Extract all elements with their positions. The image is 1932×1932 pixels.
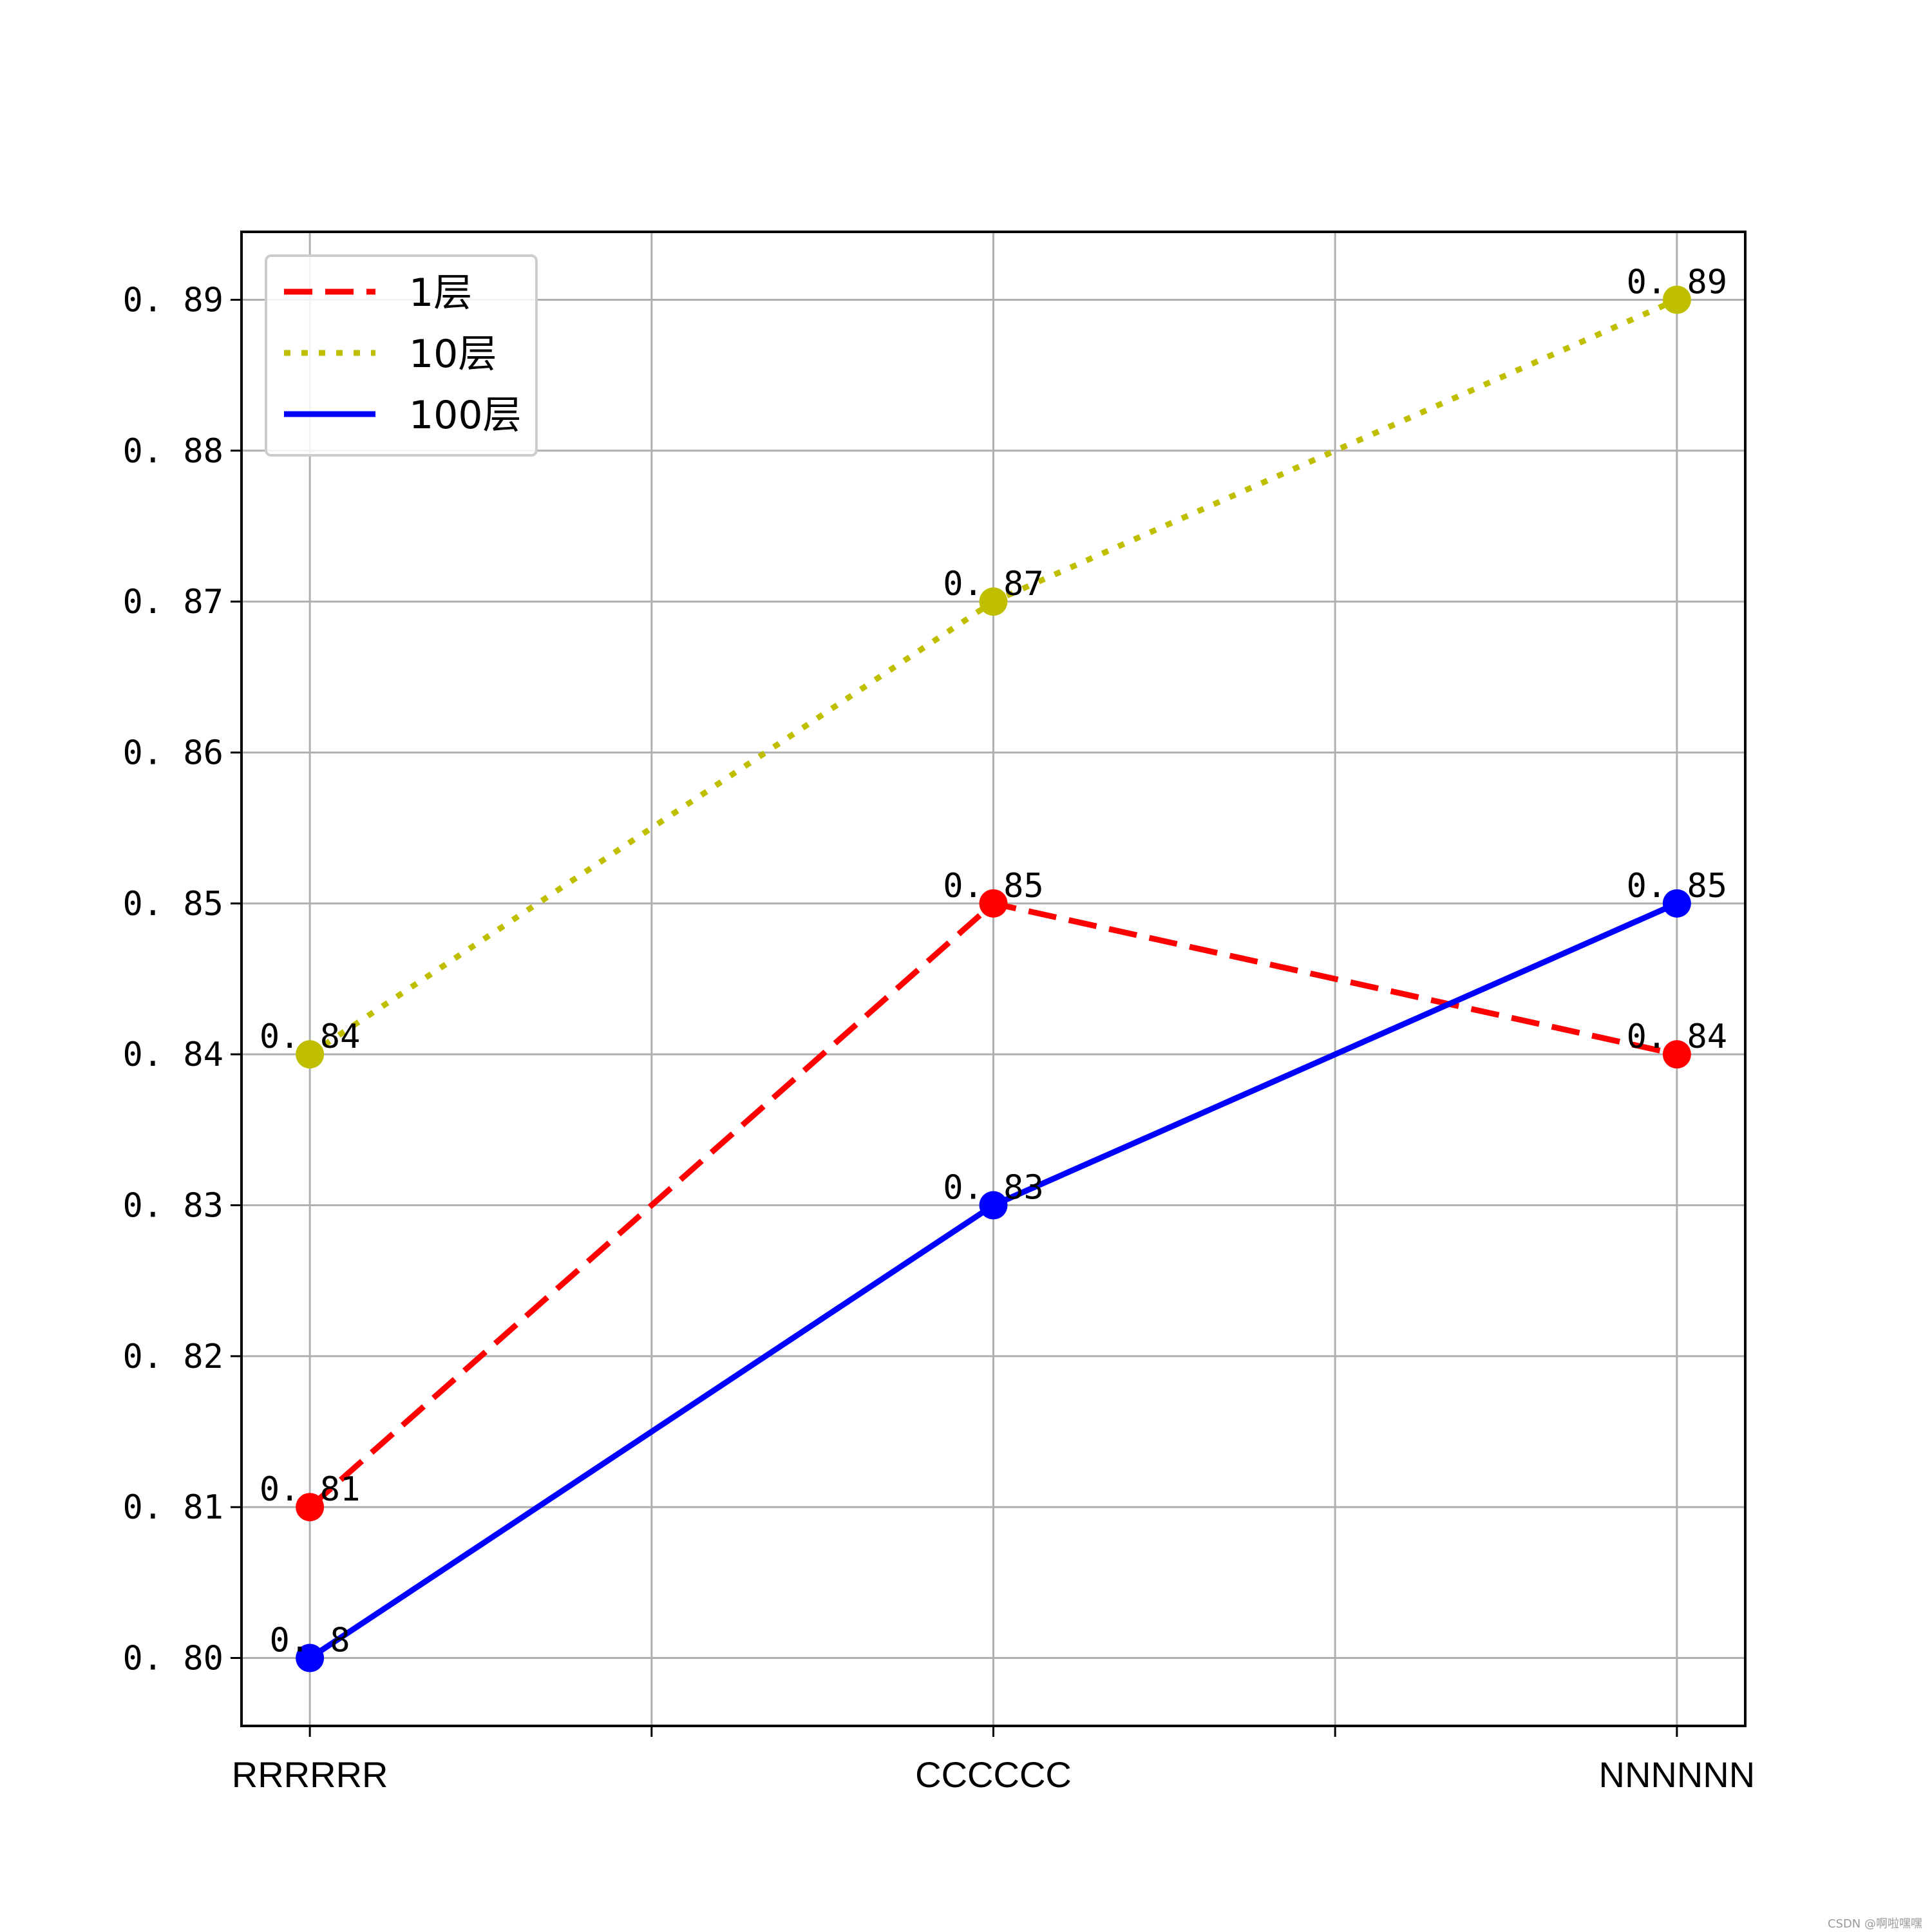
data-point xyxy=(1662,1040,1691,1069)
data-point xyxy=(979,889,1008,918)
y-tick-label: 0. 85 xyxy=(122,885,223,923)
data-point xyxy=(1662,889,1691,918)
series-lines xyxy=(296,285,1691,1672)
data-label: 0. 89 xyxy=(1627,263,1728,301)
data-point xyxy=(979,1191,1008,1220)
data-point xyxy=(979,587,1008,616)
legend-box xyxy=(265,254,538,457)
x-tick-label: CCCCCC xyxy=(915,1754,1072,1795)
y-tick-label: 0. 83 xyxy=(122,1187,223,1226)
data-label: 0. 84 xyxy=(1627,1018,1728,1056)
data-point xyxy=(1662,285,1691,314)
data-point xyxy=(296,1493,325,1522)
data-label: 0. 87 xyxy=(943,565,1044,603)
y-tick-label: 0. 82 xyxy=(122,1338,223,1376)
y-tick-label: 0. 86 xyxy=(122,734,223,772)
data-label: 0. 81 xyxy=(260,1470,361,1509)
legend-label: 10层 xyxy=(409,332,497,377)
plot-frame xyxy=(240,231,1747,1727)
data-label: 0. 83 xyxy=(943,1169,1044,1208)
data-label: 0. 85 xyxy=(1627,867,1728,905)
axes: 0. 80 0. 81 0. 82 0. 83 0. 84 0. 85 0. 86 0. 87… xyxy=(122,231,1756,1795)
y-tick-label: 0. 87 xyxy=(122,583,223,621)
legend-label: 100层 xyxy=(409,393,522,438)
y-tick-label: 0. 89 xyxy=(122,281,223,319)
legend-label: 1层 xyxy=(409,270,472,316)
watermark-text: CSDN @啊啦嘿嘿 xyxy=(1828,1917,1922,1931)
data-labels: 0. 81 0. 85 0. 84 0. 84 0. 87 0. 89 0. 8 0. 83 0… xyxy=(260,263,1727,1660)
data-label: 0. 8 xyxy=(270,1622,350,1660)
x-tick-label: RRRRRR xyxy=(232,1754,388,1795)
data-label: 0. 85 xyxy=(943,867,1044,905)
data-label: 0. 84 xyxy=(260,1018,361,1056)
y-tick-label: 0. 80 xyxy=(122,1640,223,1678)
data-point xyxy=(296,1643,325,1672)
y-tick-label: 0. 84 xyxy=(122,1036,223,1074)
y-tick-label: 0. 88 xyxy=(122,432,223,471)
legend: 1层 10层 100层 xyxy=(265,254,538,457)
data-point xyxy=(296,1040,325,1069)
x-tick-label: NNNNNN xyxy=(1599,1754,1756,1795)
y-tick-label: 0. 81 xyxy=(122,1488,223,1527)
